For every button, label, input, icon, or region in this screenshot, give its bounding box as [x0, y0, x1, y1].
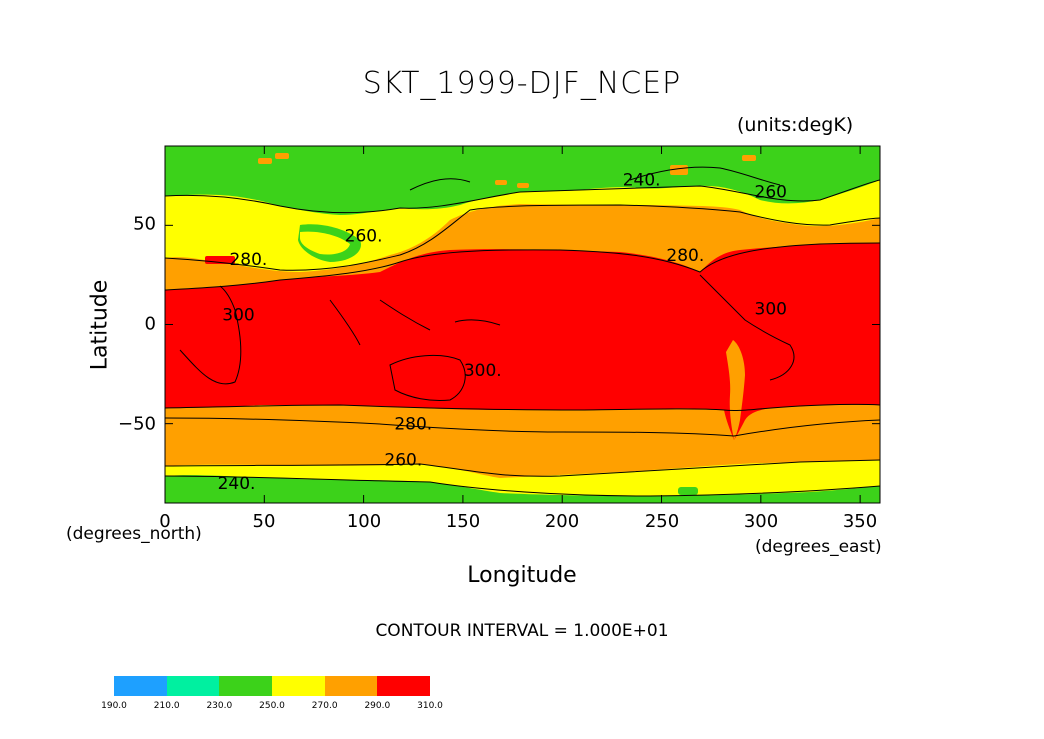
x-tick-label: 0 [159, 511, 171, 532]
colorbar-swatch [324, 676, 378, 696]
colorbar-swatch [114, 676, 167, 696]
contour-290-south [165, 403, 880, 412]
colorbar-label: 230.0 [206, 701, 233, 711]
x-tick-label: 150 [445, 511, 481, 532]
arctic-island [495, 180, 507, 185]
contour-240-north [629, 166, 781, 186]
x-tick-label: 200 [544, 511, 580, 532]
arctic-island [258, 158, 272, 164]
x-tick-label: 50 [252, 511, 276, 532]
y-tick-label: 0 [144, 313, 156, 335]
x-tick-label: 250 [644, 511, 680, 532]
contour-250 [165, 179, 880, 214]
fill-green-antarctica [165, 475, 880, 503]
map-fill-layers [165, 146, 880, 503]
cold-patch [678, 487, 698, 495]
fill-orange-andes [726, 340, 745, 440]
y-tick-label: −50 [118, 413, 156, 435]
coast-south-america [699, 274, 795, 381]
fill-yellow-asia [300, 231, 350, 255]
map-title: SKT_1999-DJF_NCEP [362, 66, 682, 101]
coast-africa [179, 285, 242, 385]
contour-siberia [409, 178, 471, 191]
contour-label: 260. [345, 226, 383, 246]
x-axis-unit: (degrees_east) [755, 537, 882, 557]
y-tick-label: 50 [133, 213, 156, 235]
colorbar-label: 290.0 [364, 701, 391, 711]
arctic-island [275, 153, 289, 159]
coast-asia [329, 299, 501, 346]
contour-label: 280. [229, 250, 267, 270]
contour-label: 260. [384, 450, 422, 470]
contour-label: 300 [755, 300, 787, 320]
units-label: (units:degK) [737, 114, 854, 136]
colorbar-label: 270.0 [311, 701, 338, 711]
contour-lines [165, 166, 880, 497]
contour-label: 240. [218, 474, 256, 494]
contour-240 [165, 475, 880, 497]
x-axis-label: Longitude [467, 563, 577, 588]
x-tick-label: 350 [842, 511, 878, 532]
contour-interval-text: CONTOUR INTERVAL = 1.000E+01 [375, 621, 669, 641]
contour-label: 260 [755, 183, 787, 203]
coast-australia [389, 355, 466, 401]
contour-label: 300 [222, 306, 254, 326]
contour-label: 300. [464, 361, 502, 381]
fill-red-tropics [165, 243, 880, 440]
x-tick-label: 100 [346, 511, 382, 532]
contour-260 [165, 459, 880, 477]
y-axis-unit: (degrees_north) [66, 524, 202, 544]
contour-label: 240. [623, 171, 661, 191]
colorbar-swatch [219, 676, 272, 696]
colorbar-swatch [166, 676, 220, 696]
contour-label: 280. [394, 415, 432, 435]
colorbar-label: 190.0 [101, 701, 127, 711]
fill-green-north [165, 146, 880, 215]
contour-label: 280. [666, 246, 704, 266]
arctic-island [670, 165, 688, 175]
colorbar-label: 310.0 [417, 701, 443, 711]
contour-280 [165, 417, 880, 437]
contour-270 [165, 204, 880, 271]
colorbar-label: 250.0 [259, 701, 285, 711]
x-tick-label: 300 [743, 511, 779, 532]
arctic-island [742, 155, 756, 161]
arctic-island [517, 183, 529, 188]
colorbar-label: 210.0 [153, 701, 180, 711]
contour-290-north [165, 242, 880, 291]
contour-label-group: 240. 260 260. 280. 280. 300 300 300. 280. 260. 240… [218, 171, 787, 494]
colorbar-swatch [272, 676, 325, 696]
colorbar-swatch [377, 676, 430, 696]
tick-marks [164, 146, 880, 503]
